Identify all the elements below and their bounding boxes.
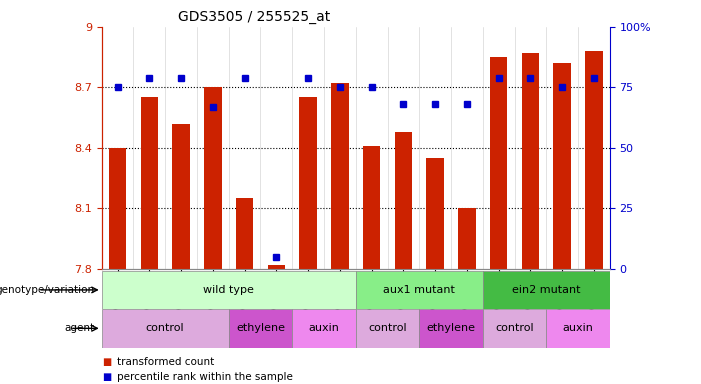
Bar [204,87,222,269]
Bar [490,57,508,269]
Text: ■: ■ [102,372,111,382]
Text: aux1 mutant: aux1 mutant [383,285,455,295]
Bar [331,83,348,269]
Bar [522,53,539,269]
Text: agent: agent [64,323,95,333]
Text: transformed count: transformed count [117,357,215,367]
Text: ■: ■ [102,357,111,367]
Bar [483,309,546,348]
Bar [395,132,412,269]
Bar [355,309,419,348]
Bar [419,309,483,348]
Bar [292,309,355,348]
Text: ethylene: ethylene [236,323,285,333]
Bar [363,146,381,269]
Bar [554,63,571,269]
Text: control: control [496,323,534,333]
Bar [483,271,610,309]
Bar [236,198,253,269]
Text: percentile rank within the sample: percentile rank within the sample [117,372,293,382]
Bar [426,158,444,269]
Bar [109,148,126,269]
Text: control: control [146,323,184,333]
Text: ethylene: ethylene [426,323,475,333]
Text: control: control [368,323,407,333]
Text: ein2 mutant: ein2 mutant [512,285,580,295]
Bar [268,265,285,269]
Bar [102,271,355,309]
Bar [172,124,190,269]
Bar [141,98,158,269]
Text: wild type: wild type [203,285,254,295]
Bar [585,51,603,269]
Bar [299,98,317,269]
Text: auxin: auxin [563,323,594,333]
Text: auxin: auxin [308,323,339,333]
Bar [546,309,610,348]
Bar [229,309,292,348]
Bar [102,309,229,348]
Bar [458,208,476,269]
Bar [355,271,483,309]
Text: genotype/variation: genotype/variation [0,285,95,295]
Text: GDS3505 / 255525_at: GDS3505 / 255525_at [178,10,330,25]
